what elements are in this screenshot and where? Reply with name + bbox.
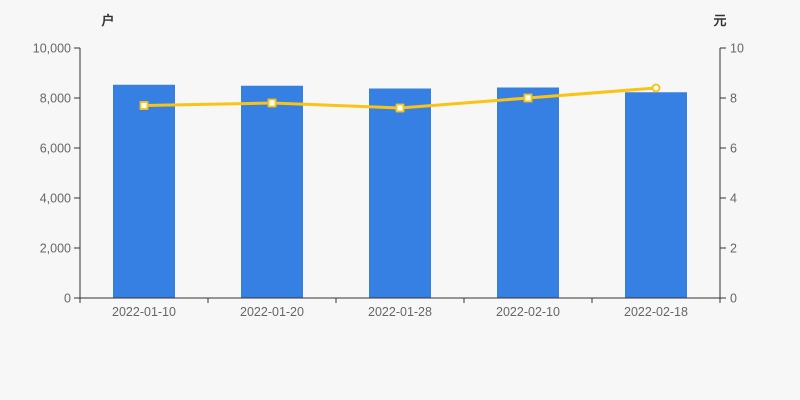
x-tick-label: 2022-01-28: [368, 305, 432, 319]
bar-2022-01-28[interactable]: [369, 88, 431, 299]
bar-2022-02-18[interactable]: [625, 92, 687, 298]
right-tick-label: 8: [730, 92, 737, 106]
bars: [113, 84, 687, 299]
left-tick-label: 8,000: [40, 92, 71, 106]
right-tick-label: 6: [730, 142, 737, 156]
right-axis-unit-label: 元: [713, 13, 727, 28]
bar-2022-01-10[interactable]: [113, 84, 175, 298]
left-tick-label: 0: [64, 292, 71, 306]
line-marker-2022-01-20[interactable]: [267, 98, 277, 108]
right-tick-label: 0: [730, 292, 737, 306]
x-tick-label: 2022-01-20: [240, 305, 304, 319]
left-tick-label: 6,000: [40, 142, 71, 156]
right-tick-label: 10: [730, 42, 744, 56]
bar-2022-01-20[interactable]: [241, 85, 303, 298]
line-marker-2022-02-10[interactable]: [523, 93, 533, 103]
bar-2022-02-10[interactable]: [497, 87, 559, 299]
axes: [74, 47, 726, 303]
right-tick-label: 4: [730, 192, 737, 206]
x-tick-label: 2022-01-10: [112, 305, 176, 319]
left-tick-label: 10,000: [33, 42, 71, 56]
x-tick-label: 2022-02-18: [624, 305, 688, 319]
line-marker-2022-01-28[interactable]: [395, 103, 405, 113]
left-tick-label: 2,000: [40, 242, 71, 256]
tick-labels: 0 2,000 4,000 6,000 8,000 10,000 0 2 4 6 8 10 2022-0…: [33, 42, 744, 320]
left-tick-label: 4,000: [40, 192, 71, 206]
line-marker-2022-01-10[interactable]: [139, 101, 149, 110]
left-axis-unit-label: 户: [101, 13, 115, 28]
right-tick-label: 2: [730, 242, 737, 256]
x-tick-label: 2022-02-10: [496, 305, 560, 319]
line-marker-2022-02-18[interactable]: [651, 83, 661, 93]
